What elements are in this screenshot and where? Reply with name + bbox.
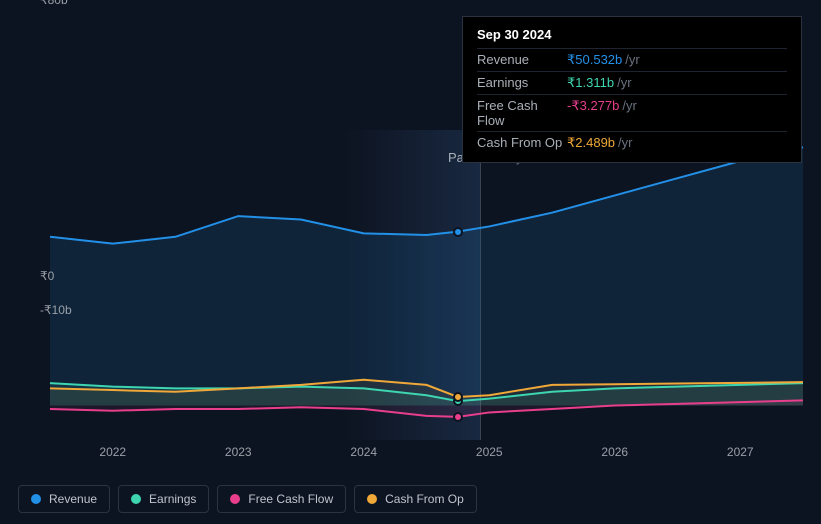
tooltip-row-unit: /yr [625, 52, 639, 68]
legend-item[interactable]: Cash From Op [354, 485, 477, 513]
tooltip-row: Revenue₹50.532b/yr [477, 48, 787, 71]
legend-item[interactable]: Earnings [118, 485, 209, 513]
legend-item[interactable]: Revenue [18, 485, 110, 513]
tooltip-row-value: -₹3.277b [567, 98, 619, 128]
cursor-marker [453, 392, 463, 402]
legend-label: Cash From Op [385, 492, 464, 506]
chart-plot-area[interactable] [50, 130, 803, 440]
y-axis-tick-label: ₹0 [40, 269, 54, 283]
tooltip-date: Sep 30 2024 [477, 27, 787, 42]
legend-swatch-icon [367, 494, 377, 504]
tooltip-row-value: ₹1.311b [567, 75, 614, 91]
tooltip-row-value: ₹50.532b [567, 52, 622, 68]
tooltip-row-unit: /yr [622, 98, 636, 128]
x-axis-tick-label: 2024 [350, 445, 377, 459]
tooltip-row-label: Free Cash Flow [477, 98, 567, 128]
x-axis-labels: 2022 2023 2024 2025 2026 2027 [50, 445, 803, 465]
tooltip-row: Earnings₹1.311b/yr [477, 71, 787, 94]
x-axis-tick-label: 2022 [99, 445, 126, 459]
tooltip-row-unit: /yr [617, 75, 631, 91]
legend-swatch-icon [131, 494, 141, 504]
y-axis-tick-label: ₹80b [40, 0, 68, 7]
legend-label: Free Cash Flow [248, 492, 333, 506]
chart-legend: Revenue Earnings Free Cash Flow Cash From O… [18, 485, 477, 513]
tooltip-row: Cash From Op₹2.489b/yr [477, 131, 787, 154]
cursor-marker [453, 412, 463, 422]
x-axis-tick-label: 2023 [225, 445, 252, 459]
tooltip-row-value: ₹2.489b [567, 135, 615, 151]
tooltip-row-label: Earnings [477, 75, 567, 91]
legend-label: Revenue [49, 492, 97, 506]
y-axis-tick-label: -₹10b [40, 303, 72, 317]
x-axis-tick-label: 2025 [476, 445, 503, 459]
legend-swatch-icon [31, 494, 41, 504]
legend-swatch-icon [230, 494, 240, 504]
series-area [50, 147, 803, 405]
cursor-marker [453, 227, 463, 237]
tooltip-row-label: Cash From Op [477, 135, 567, 151]
tooltip-row: Free Cash Flow-₹3.277b/yr [477, 94, 787, 131]
tooltip-row-unit: /yr [618, 135, 632, 151]
legend-item[interactable]: Free Cash Flow [217, 485, 346, 513]
data-tooltip: Sep 30 2024 Revenue₹50.532b/yrEarnings₹1… [462, 16, 802, 163]
legend-label: Earnings [149, 492, 196, 506]
x-axis-tick-label: 2026 [601, 445, 628, 459]
x-axis-tick-label: 2027 [727, 445, 754, 459]
tooltip-row-label: Revenue [477, 52, 567, 68]
